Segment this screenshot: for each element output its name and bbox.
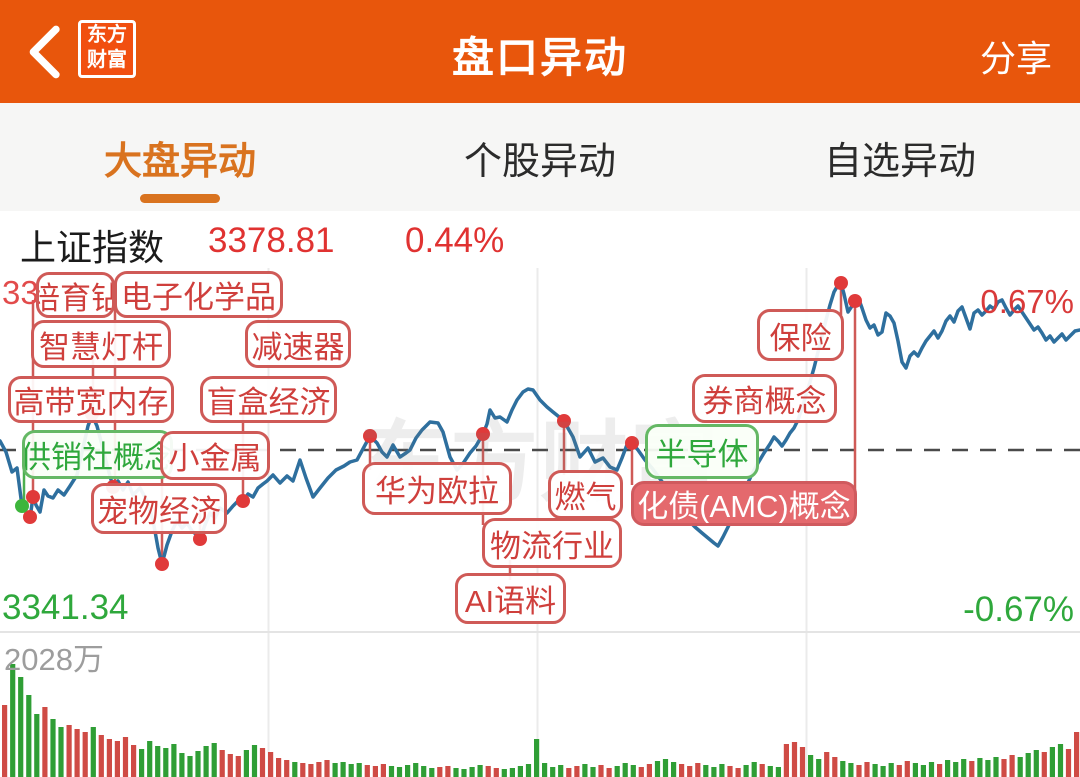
tab-bar: 大盘异动 个股异动 自选异动 <box>0 103 1080 212</box>
back-icon[interactable] <box>24 24 64 80</box>
sector-label-xiaojinshu[interactable]: 小金属 <box>160 431 270 480</box>
sector-label-gongxiaoshegainian[interactable]: 供销社概念 <box>22 430 173 479</box>
page-title: 盘口异动 <box>451 34 628 81</box>
tab-stock-moves[interactable]: 个股异动 <box>360 103 720 211</box>
sector-label-manghejingji[interactable]: 盲盒经济 <box>200 376 337 423</box>
sector-label-dianzihuaxuepin[interactable]: 电子化学品 <box>114 271 283 318</box>
sector-label-huazhai-amc[interactable]: 化债(AMC)概念 <box>631 481 857 526</box>
index-name: 上证指数 <box>20 227 165 268</box>
eastmoney-logo: 东方 财富 <box>78 20 136 78</box>
logo-line1: 东方 <box>87 24 127 46</box>
index-change-pct: 0.44% <box>405 221 505 260</box>
sector-label-quanshanggainian[interactable]: 券商概念 <box>692 374 837 423</box>
sector-label-ranqi[interactable]: 燃气 <box>548 470 623 519</box>
sector-label-jiansuqi[interactable]: 减速器 <box>245 320 351 368</box>
tab-watchlist-moves[interactable]: 自选异动 <box>720 103 1080 211</box>
tab-label: 自选异动 <box>823 140 976 183</box>
tab-market-moves[interactable]: 大盘异动 <box>0 103 360 211</box>
sector-label-bandaoti[interactable]: 半导体 <box>645 424 759 479</box>
index-price: 3378.81 <box>208 221 335 260</box>
sector-label-chongwujingji[interactable]: 宠物经济 <box>91 483 227 534</box>
active-tab-indicator <box>140 194 220 203</box>
tab-label: 个股异动 <box>463 140 616 183</box>
header-bar: 东方 财富 盘口异动 分享 <box>0 0 1080 103</box>
share-button[interactable]: 分享 <box>979 38 1052 79</box>
sector-label-peiyuzuan[interactable]: 培育钻 <box>36 272 115 318</box>
sector-label-zhihuidenggan[interactable]: 智慧灯杆 <box>31 320 171 368</box>
sector-label-wuliuhangye[interactable]: 物流行业 <box>482 518 622 568</box>
logo-line2: 财富 <box>87 49 127 71</box>
sector-label-huaweioula[interactable]: 华为欧拉 <box>362 462 512 515</box>
index-summary-row[interactable]: 上证指数 3378.81 0.44% <box>0 211 1080 268</box>
tab-label: 大盘异动 <box>103 140 256 183</box>
sector-label-gaodaikuanneicun[interactable]: 高带宽内存 <box>8 376 174 423</box>
sector-label-aiyuliao[interactable]: AI语料 <box>455 573 566 624</box>
sector-label-baoxian[interactable]: 保险 <box>757 309 844 361</box>
